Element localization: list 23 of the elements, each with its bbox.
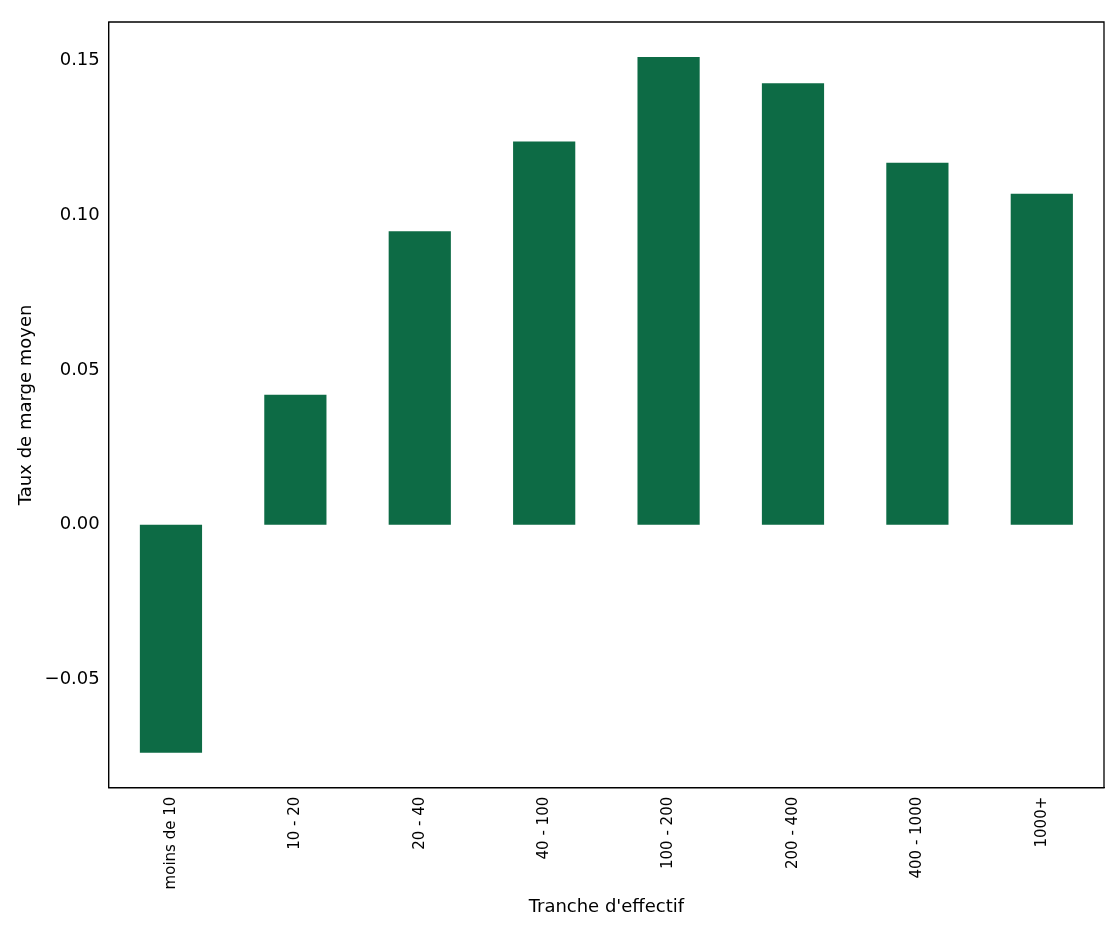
x-tick-label: 1000+ — [1031, 796, 1050, 848]
x-tick-label: 40 - 100 — [534, 796, 553, 860]
x-axis-title: Tranche d'effectif — [527, 894, 685, 916]
bar — [388, 231, 451, 525]
y-tick-label: 0.15 — [59, 48, 100, 70]
bar — [1010, 193, 1073, 525]
bar — [761, 83, 825, 525]
bar — [637, 56, 700, 525]
y-tick-label: −0.05 — [44, 667, 100, 689]
x-tick-label: 10 - 20 — [285, 796, 304, 850]
y-tick-label: 0.00 — [59, 512, 100, 534]
bar — [886, 162, 949, 525]
bar — [513, 141, 576, 525]
y-axis-title: Taux de marge moyen — [14, 304, 36, 507]
x-tick-label: 400 - 1000 — [907, 796, 926, 879]
x-tick-label: 20 - 40 — [409, 796, 428, 850]
bar — [139, 524, 203, 753]
x-tick-label: 100 - 200 — [658, 796, 677, 869]
bar — [264, 394, 327, 525]
y-tick-label: 0.10 — [59, 203, 100, 225]
y-tick-label: 0.05 — [59, 357, 100, 379]
x-tick-label: moins de 10 — [160, 796, 179, 890]
x-tick-label: 200 - 400 — [782, 796, 801, 869]
